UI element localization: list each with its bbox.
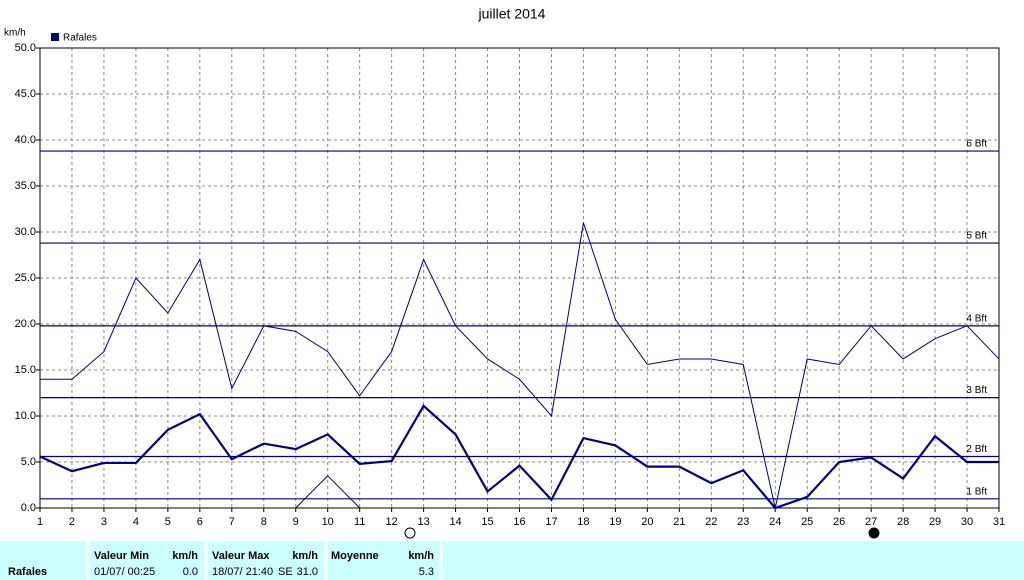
col-unit: km/h bbox=[172, 550, 198, 562]
beaufort-label: 4 Bft bbox=[966, 313, 987, 324]
col-header: Valeur Max bbox=[212, 550, 270, 562]
x-tick-label: 17 bbox=[545, 516, 557, 528]
y-tick-label: 10.0 bbox=[15, 410, 36, 422]
legend-swatch bbox=[51, 33, 59, 41]
series-line bbox=[39, 404, 999, 510]
x-tick-label: 25 bbox=[801, 516, 813, 528]
col-value: 0.0 bbox=[183, 566, 198, 578]
y-axis-label: km/h bbox=[4, 28, 26, 39]
col-date: 18/07/ 21:40 bbox=[212, 566, 273, 578]
x-tick-label: 28 bbox=[897, 516, 909, 528]
x-tick-label: 26 bbox=[833, 516, 845, 528]
x-tick-label: 7 bbox=[229, 516, 235, 528]
summary-band bbox=[0, 541, 1024, 580]
x-tick-label: 13 bbox=[417, 516, 429, 528]
beaufort-label: 3 Bft bbox=[966, 385, 987, 396]
col-value: 5.3 bbox=[419, 566, 434, 578]
y-tick-label: 45.0 bbox=[15, 88, 36, 100]
y-tick-label: 20.0 bbox=[15, 318, 36, 330]
col-unit: km/h bbox=[292, 550, 318, 562]
x-tick-label: 23 bbox=[737, 516, 749, 528]
y-tick-label: 25.0 bbox=[15, 272, 36, 284]
x-tick-label: 11 bbox=[354, 516, 365, 528]
legend-label: Rafales bbox=[63, 33, 97, 44]
x-tick-label: 12 bbox=[386, 516, 398, 528]
y-tick-label: 15.0 bbox=[15, 364, 36, 376]
x-tick-label: 24 bbox=[769, 516, 781, 528]
plot: 0.0 5.0 10.0 15.0 20.0 25.0 30.0 35.0 40.0 45.0 50… bbox=[15, 42, 1006, 528]
x-tick-label: 19 bbox=[609, 516, 621, 528]
moon-new bbox=[868, 527, 880, 539]
x-tick-label: 31 bbox=[993, 516, 1005, 528]
x-tick-label: 9 bbox=[293, 516, 299, 528]
x-tick-label: 30 bbox=[961, 516, 973, 528]
x-tick-label: 20 bbox=[641, 516, 653, 528]
col-unit: km/h bbox=[408, 550, 434, 562]
col-date: 01/07/ 00:25 bbox=[94, 566, 155, 578]
beaufort-label: 1 Bft bbox=[966, 486, 987, 497]
x-tick-label: 22 bbox=[705, 516, 717, 528]
beaufort-label: 2 Bft bbox=[966, 444, 987, 455]
x-tick-label: 6 bbox=[197, 516, 203, 528]
col-direction: SE bbox=[278, 566, 293, 578]
col-header: Valeur Min bbox=[94, 550, 149, 562]
y-tick-label: 35.0 bbox=[15, 180, 36, 192]
x-tick-label: 14 bbox=[449, 516, 461, 528]
y-tick-label: 0.0 bbox=[21, 502, 36, 514]
moon-full bbox=[404, 527, 416, 539]
x-tick-label: 29 bbox=[929, 516, 941, 528]
row-label: Rafales bbox=[8, 566, 47, 578]
x-tick-label: 2 bbox=[69, 516, 75, 528]
x-tick-label: 3 bbox=[101, 516, 107, 528]
col-header: Moyenne bbox=[331, 550, 379, 562]
x-tick-label: 21 bbox=[673, 516, 685, 528]
x-tick-label: 1 bbox=[37, 516, 43, 528]
x-tick-label: 27 bbox=[865, 516, 877, 528]
y-tick-label: 40.0 bbox=[15, 134, 36, 146]
x-tick-label: 18 bbox=[577, 516, 589, 528]
y-tick-label: 50.0 bbox=[15, 42, 36, 54]
x-tick-label: 8 bbox=[261, 516, 267, 528]
beaufort-label: 5 Bft bbox=[966, 231, 987, 242]
col-value: 31.0 bbox=[297, 566, 318, 578]
x-tick-label: 16 bbox=[513, 516, 525, 528]
plot-frame bbox=[39, 47, 1000, 509]
y-tick-label: 5.0 bbox=[21, 456, 36, 468]
chart-title: juillet 2014 bbox=[478, 6, 546, 22]
x-tick-label: 10 bbox=[322, 516, 334, 528]
x-tick-label: 5 bbox=[165, 516, 171, 528]
beaufort-label: 6 Bft bbox=[966, 139, 987, 150]
series-line bbox=[40, 222, 1000, 509]
x-tick-label: 4 bbox=[133, 516, 139, 528]
y-tick-label: 30.0 bbox=[15, 226, 36, 238]
x-tick-label: 15 bbox=[481, 516, 493, 528]
